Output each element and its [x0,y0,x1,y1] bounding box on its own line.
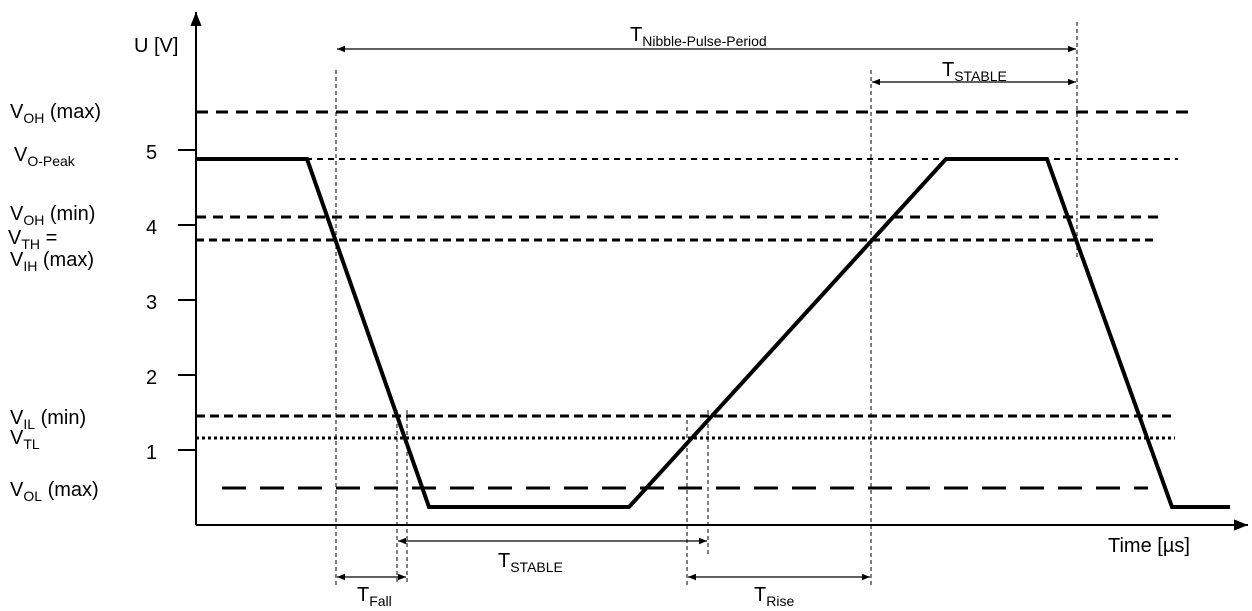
y-tick-label-1: 1 [146,442,157,464]
stable-bottom-label: TSTABLE [498,550,563,575]
stable-top-label: TSTABLE [942,59,1007,84]
vol-max-label: VOL (max) [10,479,99,504]
vtl-label: VTL [10,427,40,452]
vo-peak-label: VO-Peak [14,144,76,169]
y-tick-label-4: 4 [146,217,157,239]
rise-label: TRise [754,584,794,609]
voh-max-label: VOH (max) [10,101,101,126]
period-label: TNibble-Pulse-Period [630,24,767,49]
vih-max-label: VIH (max) [10,249,94,274]
x-axis-label: Time [µs] [1108,535,1190,557]
signal-waveform [196,157,1230,509]
vil-min-label: VIL (min) [10,407,86,432]
y-tick-label-3: 3 [146,292,157,314]
fall-label: TFall [357,584,392,609]
vth-label: VTH = [8,227,57,252]
level-lines [196,110,1188,490]
voh-min-label: VOH (min) [10,203,95,228]
y-tick-label-5: 5 [146,142,157,164]
y-ticks [178,149,196,451]
y-tick-label-2: 2 [146,367,157,389]
reference-lines [335,22,1078,585]
dimension-arrows [337,45,1076,581]
y-axis-label: U [V] [134,35,178,57]
